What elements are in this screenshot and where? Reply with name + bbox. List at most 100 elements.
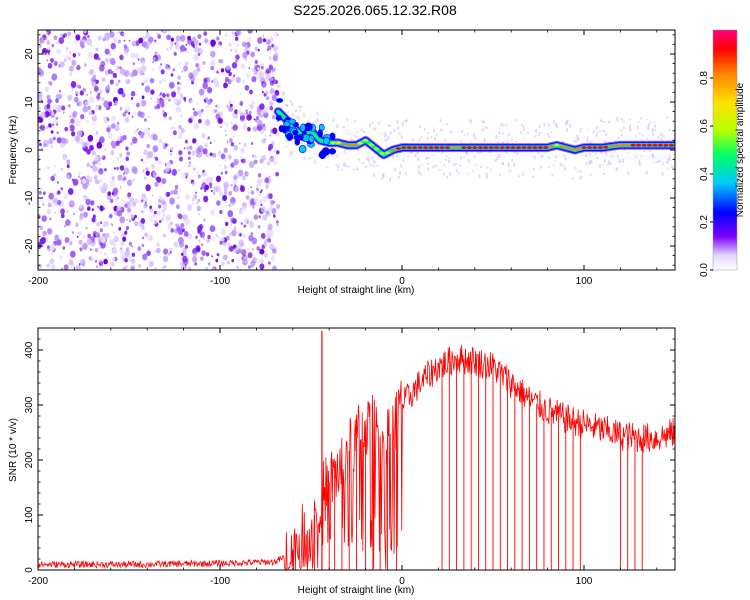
noise-point — [197, 34, 202, 39]
noise-point — [94, 178, 99, 185]
noise-point — [253, 118, 256, 121]
noise-point — [117, 196, 120, 200]
noise-point — [116, 156, 120, 160]
halo-point — [579, 130, 582, 132]
noise-point — [152, 57, 156, 61]
noise-point — [174, 43, 180, 50]
halo-point — [661, 172, 664, 177]
noise-point — [239, 233, 242, 237]
halo-point — [419, 174, 422, 176]
noise-point — [276, 150, 280, 155]
noise-point — [142, 205, 147, 211]
noise-point — [241, 63, 245, 69]
noise-point — [262, 123, 266, 127]
noise-point — [72, 110, 78, 118]
halo-point — [617, 120, 620, 122]
noise-point — [228, 71, 232, 77]
noise-point — [124, 50, 129, 56]
snr-series-line — [38, 344, 675, 570]
noise-point — [259, 103, 265, 110]
halo-point — [279, 124, 281, 127]
noise-point — [179, 93, 184, 99]
noise-point — [168, 98, 171, 102]
noise-point — [183, 65, 188, 72]
ridge-point — [521, 146, 527, 150]
noise-point — [51, 43, 55, 48]
halo-point — [564, 121, 567, 126]
halo-point — [499, 123, 502, 127]
colorbar-tick-label: 0.4 — [699, 167, 710, 181]
noise-point — [148, 260, 154, 268]
noise-point — [166, 143, 169, 146]
noise-point — [213, 139, 216, 142]
onset-blob — [321, 147, 330, 156]
noise-point — [46, 40, 51, 45]
noise-point — [225, 34, 227, 37]
halo-point — [605, 151, 608, 156]
noise-point — [132, 62, 135, 66]
ridge-point — [532, 146, 538, 150]
noise-point — [47, 98, 52, 105]
noise-point — [243, 142, 247, 148]
noise-point — [167, 252, 171, 256]
noise-point — [259, 199, 263, 204]
noise-point — [247, 126, 251, 132]
noise-point — [169, 197, 175, 205]
noise-point — [180, 34, 186, 42]
noise-point — [157, 65, 163, 71]
ridge-point — [428, 146, 434, 150]
noise-point — [140, 199, 144, 203]
halo-point — [410, 151, 413, 154]
onset-blob — [308, 134, 315, 143]
noise-point — [49, 217, 52, 221]
noise-point — [118, 79, 121, 83]
noise-point — [60, 208, 65, 215]
noise-point — [40, 147, 44, 152]
halo-point — [442, 172, 445, 176]
halo-point — [646, 118, 649, 120]
noise-point — [220, 153, 226, 160]
halo-point — [387, 138, 389, 140]
noise-point — [245, 219, 250, 224]
noise-point — [58, 110, 61, 113]
noise-point — [202, 82, 208, 90]
noise-point — [69, 124, 75, 132]
halo-point — [562, 141, 564, 144]
noise-point — [38, 44, 42, 48]
halo-point — [286, 141, 289, 143]
noise-point — [184, 139, 188, 144]
noise-point — [71, 131, 76, 137]
noise-point — [132, 136, 138, 144]
noise-point — [252, 101, 255, 105]
noise-point — [202, 148, 208, 155]
noise-point — [170, 190, 174, 195]
noise-point — [253, 64, 259, 70]
halo-point — [617, 136, 620, 139]
noise-point — [76, 102, 80, 106]
noise-point — [256, 203, 259, 206]
noise-point — [140, 158, 143, 162]
noise-point — [208, 182, 213, 187]
noise-point — [71, 87, 74, 91]
noise-point — [272, 200, 275, 204]
noise-point — [264, 138, 266, 141]
noise-point — [174, 184, 179, 190]
halo-point — [652, 133, 654, 136]
noise-point — [147, 133, 151, 138]
halo-point — [540, 165, 542, 169]
ridge-point — [379, 152, 385, 155]
noise-point — [87, 134, 94, 142]
noise-point — [230, 142, 235, 147]
noise-point — [178, 82, 182, 86]
noise-point — [193, 110, 198, 117]
noise-point — [40, 236, 46, 244]
noise-point — [242, 233, 247, 239]
noise-point — [198, 113, 203, 118]
noise-point — [260, 258, 264, 264]
noise-point — [90, 176, 92, 179]
noise-point — [266, 67, 269, 70]
halo-point — [407, 155, 409, 157]
noise-point — [107, 222, 110, 226]
noise-point — [113, 104, 115, 107]
noise-point — [225, 64, 231, 71]
